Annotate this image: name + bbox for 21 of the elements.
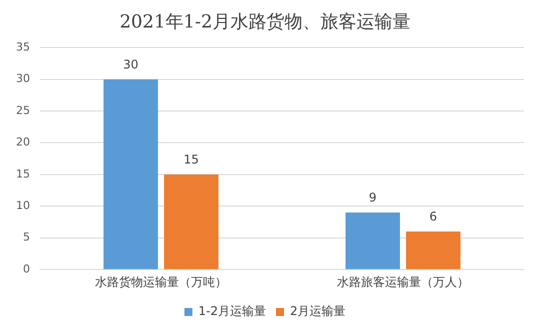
y-tick-label: 15 (16, 167, 30, 180)
x-tick-label: 水路货物运输量（万吨） (95, 274, 227, 289)
y-tick-label: 10 (16, 199, 30, 212)
bar (346, 212, 400, 270)
data-label: 30 (123, 57, 138, 72)
y-tick-label: 25 (16, 104, 30, 117)
y-tick-label: 5 (22, 230, 30, 244)
legend-label: 1-2月运输量 (198, 304, 266, 318)
y-tick-label: 20 (16, 136, 30, 149)
data-label: 9 (368, 190, 377, 205)
chart-title: 2021年1-2月水路货物、旅客运输量 (120, 11, 410, 32)
legend-label: 2月运输量 (290, 304, 346, 318)
x-tick-label: 水路旅客运输量（万人） (337, 274, 469, 289)
bar (164, 174, 218, 270)
bar (406, 232, 460, 270)
bar (104, 79, 158, 270)
data-label: 6 (429, 210, 438, 224)
y-tick-label: 0 (22, 262, 30, 276)
data-label: 15 (184, 152, 199, 167)
y-tick-label: 35 (16, 40, 30, 54)
y-tick-label: 30 (16, 72, 30, 86)
